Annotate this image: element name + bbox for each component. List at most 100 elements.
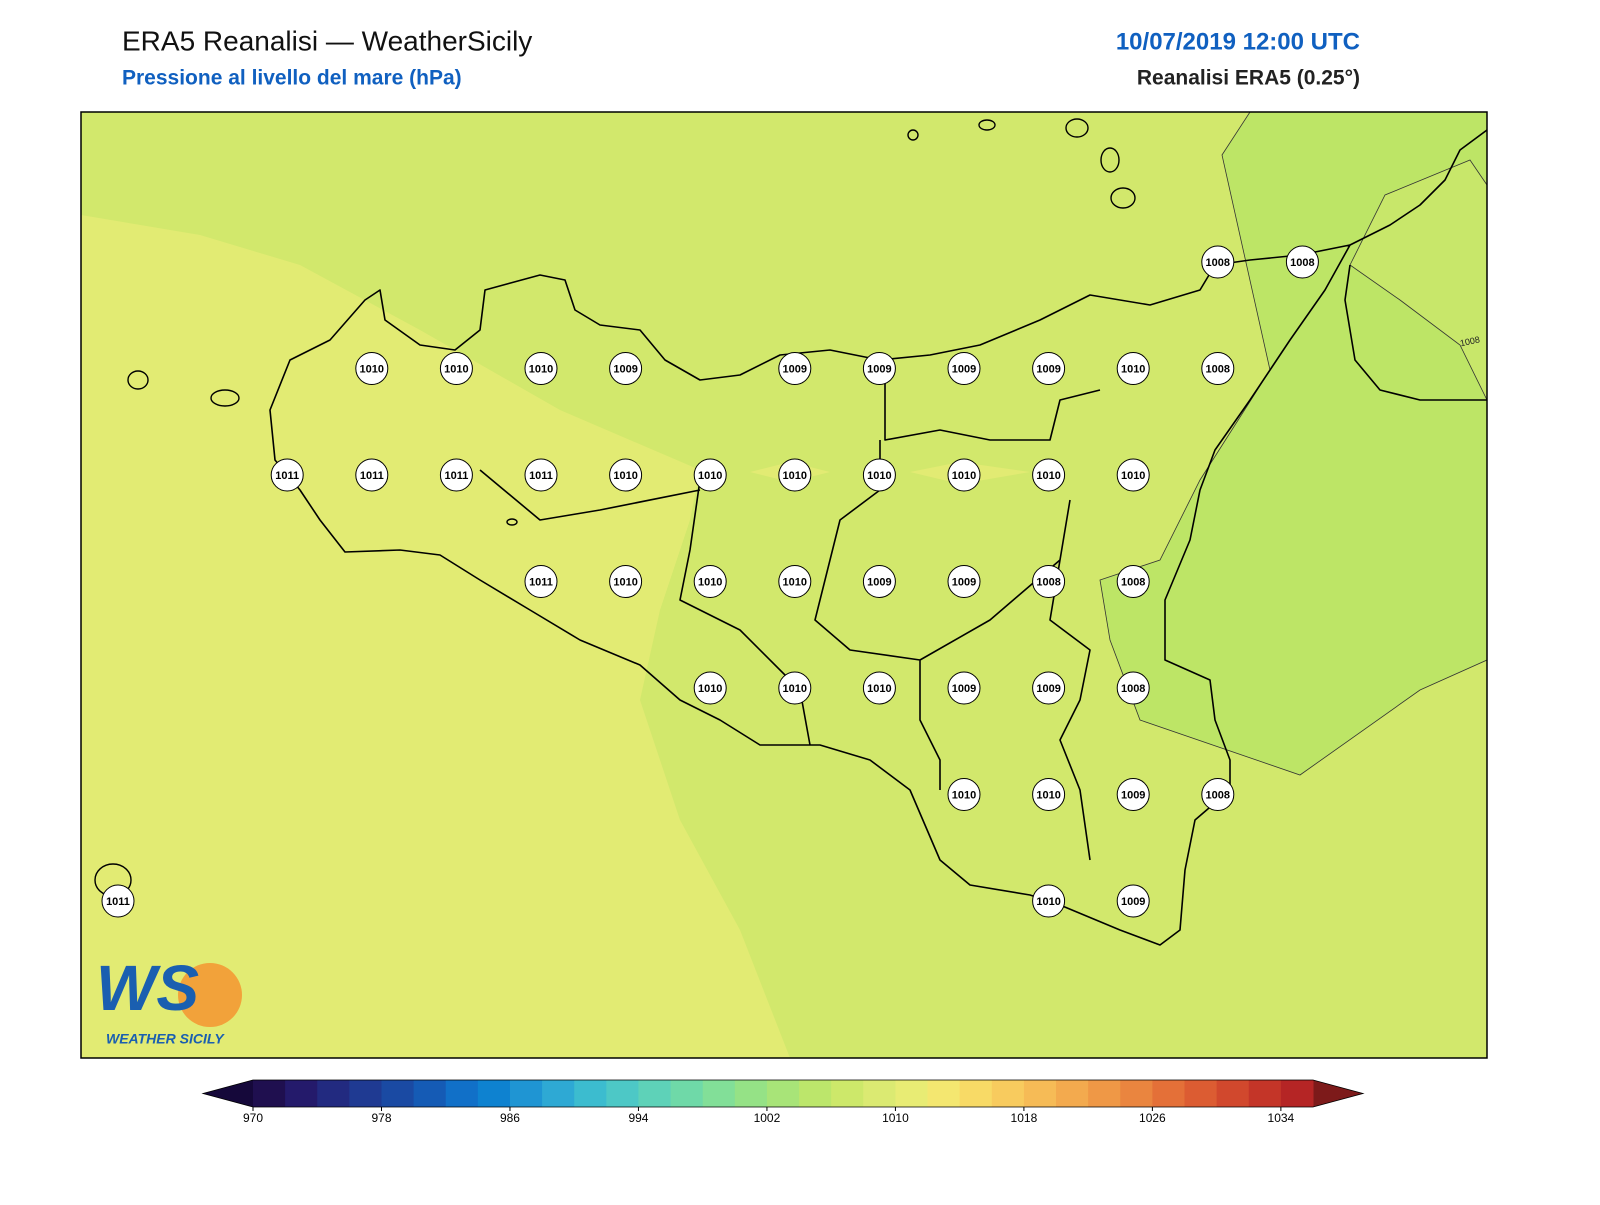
station-value: 1009 [952,363,976,375]
color-box [1023,1080,1057,1107]
subtitle: Pressione al livello del mare (hPa) [122,67,462,90]
station-value: 1010 [360,363,384,375]
field-1008-inner [1349,159,1487,401]
station-value: 1008 [1206,363,1230,375]
station-marker [862,671,896,705]
station-marker [609,458,643,492]
color-box [863,1080,896,1107]
color-box [702,1080,736,1107]
station-marker [778,565,812,598]
station-value: 1009 [613,363,637,375]
calabria-coast [1344,129,1487,401]
color-box [1216,1080,1250,1107]
station-marker [1032,778,1066,811]
station-value: 1008 [1036,576,1060,588]
station-marker [439,352,473,385]
station-value: 1010 [1036,789,1060,801]
color-box [413,1080,447,1107]
station-marker [1032,671,1066,705]
station-marker [609,352,643,385]
colorbar-tick-label: 1026 [1139,1111,1166,1125]
sicily-coast [269,244,1351,946]
color-box [317,1080,350,1107]
source: Reanalisi ERA5 (0.25°) [1137,67,1360,90]
station-marker [778,352,812,385]
color-box [285,1080,318,1107]
colorbar-tick-label: 994 [628,1111,648,1125]
station-marker [862,565,896,598]
station-value: 1011 [529,470,553,482]
station-marker [693,671,727,705]
colorbar-under [203,1080,253,1107]
station-marker [862,458,896,492]
station-marker [1116,671,1150,705]
station-marker [524,458,558,492]
station-marker [524,352,558,385]
station-marker [355,352,389,385]
province-borders [479,360,1101,861]
station-value: 1010 [783,683,807,695]
color-box [734,1080,768,1107]
color-box [991,1080,1025,1107]
station-marker [1201,352,1235,385]
station-value: 1010 [444,363,468,375]
colorbar-tick-label: 978 [371,1111,391,1125]
color-box [799,1080,832,1107]
station-value: 1009 [783,363,807,375]
colorbar-tick-label: 1018 [1011,1111,1038,1125]
station-value: 1008 [1206,789,1230,801]
colorbar-tick-label: 970 [243,1111,263,1125]
station-marker [947,778,981,811]
colorbar-tick-label: 986 [500,1111,520,1125]
station-marker [778,458,812,492]
station-value: 1010 [867,470,891,482]
color-box [349,1080,382,1107]
colorbar-tick-label: 1002 [754,1111,781,1125]
station-marker [693,565,727,598]
station-marker [1116,565,1150,598]
station-value: 1009 [952,576,976,588]
colorbar-tick-label: 1010 [882,1111,909,1125]
station-marker [1032,565,1066,598]
color-box [509,1080,543,1107]
station-value: 1008 [1121,683,1145,695]
color-box [1088,1080,1121,1107]
station-value: 1011 [106,896,130,908]
station-value: 1010 [867,683,891,695]
station-value: 1008 [1121,576,1145,588]
map-frame [80,111,1488,1059]
station-value: 1010 [1036,470,1060,482]
station-marker [1116,352,1150,385]
station-marker [270,458,304,492]
color-box [1280,1080,1314,1107]
station-marker [947,671,981,705]
station-marker [778,671,812,705]
station-marker [693,458,727,492]
station-value: 1010 [698,470,722,482]
station-value: 1009 [1121,789,1145,801]
logo-mark: WS [96,952,199,1024]
color-box [638,1080,672,1107]
colorbar-frame [201,1079,1365,1108]
color-box [1152,1080,1186,1107]
station-marker [1032,458,1066,492]
station-value: 1011 [275,470,299,482]
station-value: 1009 [867,363,891,375]
logo: WS WEATHER SICILY [96,952,242,1047]
color-box [895,1080,929,1107]
color-box [606,1080,639,1107]
station-value: 1011 [529,576,553,588]
station-value: 1008 [1290,257,1314,269]
station-value: 1010 [613,470,637,482]
station-value: 1008 [1206,257,1230,269]
contour-label: 1008 [1459,334,1481,348]
color-box [766,1080,800,1107]
colorbar: 970 978 986 994 1002 1010 1018 1026 1034 [201,1079,1365,1125]
station-marker [1201,778,1235,811]
color-box [1056,1080,1089,1107]
station-marker [1032,352,1066,385]
datetime: 10/07/2019 12:00 UTC [1116,28,1360,55]
station-marker [947,352,981,385]
logo-sun [178,963,242,1027]
